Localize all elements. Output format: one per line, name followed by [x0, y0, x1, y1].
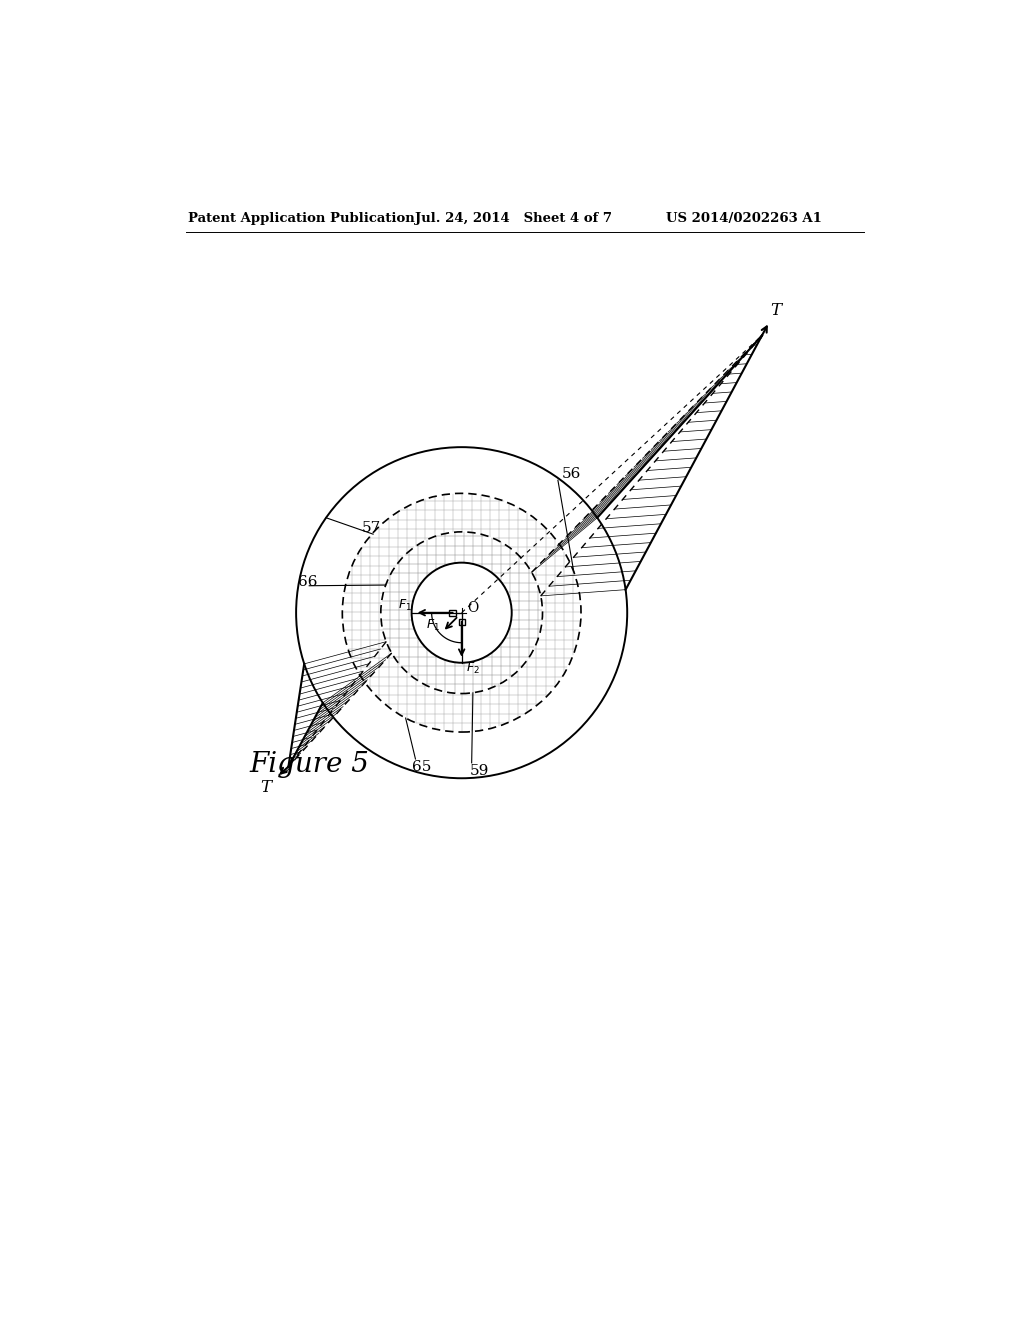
- Text: 57: 57: [361, 521, 381, 535]
- Text: 59: 59: [469, 763, 488, 777]
- Text: O: O: [467, 601, 478, 615]
- Bar: [459, 619, 465, 626]
- Bar: [450, 610, 456, 615]
- Text: Patent Application Publication: Patent Application Publication: [188, 213, 415, 224]
- Text: Figure 5: Figure 5: [250, 751, 370, 779]
- Text: 66: 66: [298, 576, 317, 589]
- Text: US 2014/0202263 A1: US 2014/0202263 A1: [666, 213, 821, 224]
- Text: T: T: [260, 779, 271, 796]
- Text: Jul. 24, 2014   Sheet 4 of 7: Jul. 24, 2014 Sheet 4 of 7: [416, 213, 612, 224]
- Text: T: T: [770, 301, 781, 318]
- Text: $F_2$: $F_2$: [466, 661, 479, 676]
- Text: 65: 65: [412, 760, 431, 774]
- Text: $F_1$: $F_1$: [398, 598, 413, 612]
- Text: 56: 56: [562, 467, 582, 480]
- Text: $F_1$: $F_1$: [426, 618, 440, 634]
